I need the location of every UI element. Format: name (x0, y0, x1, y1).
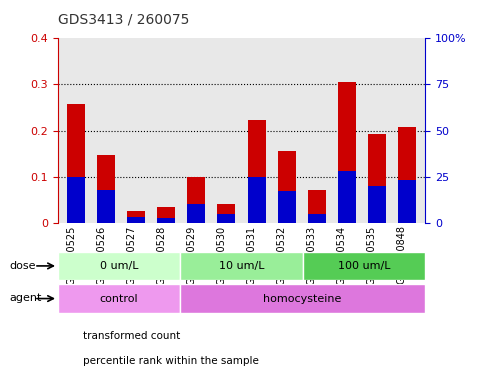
Bar (157, 218, 175, 223)
Bar (127, 211, 145, 223)
Bar (278, 151, 296, 223)
Bar (157, 207, 175, 223)
Bar (180, 284, 425, 313)
Bar (217, 204, 236, 223)
Bar (187, 204, 205, 223)
Bar (67, 177, 85, 223)
Text: control: control (100, 293, 139, 304)
Bar (247, 121, 266, 223)
Bar (97, 154, 115, 223)
Bar (180, 252, 303, 280)
Bar (67, 104, 85, 223)
Bar (97, 190, 115, 223)
Bar (308, 190, 326, 223)
Text: transformed count: transformed count (83, 331, 180, 341)
Bar (278, 191, 296, 223)
Bar (217, 214, 236, 223)
Text: 0 um/L: 0 um/L (100, 261, 139, 271)
Text: dose: dose (10, 261, 36, 271)
Text: agent: agent (10, 293, 42, 303)
Bar (247, 177, 266, 223)
Bar (187, 177, 205, 223)
Bar (127, 217, 145, 223)
Bar (368, 186, 386, 223)
Text: 100 um/L: 100 um/L (338, 261, 390, 271)
Bar (338, 170, 356, 223)
Bar (398, 127, 416, 223)
Text: homocysteine: homocysteine (264, 293, 342, 304)
Bar (58, 284, 180, 313)
Bar (58, 252, 180, 280)
Text: GDS3413 / 260075: GDS3413 / 260075 (58, 13, 189, 27)
Text: 10 um/L: 10 um/L (219, 261, 264, 271)
Bar (368, 134, 386, 223)
Bar (303, 252, 425, 280)
Text: percentile rank within the sample: percentile rank within the sample (83, 356, 259, 366)
Bar (398, 180, 416, 223)
Bar (338, 82, 356, 223)
Bar (308, 214, 326, 223)
